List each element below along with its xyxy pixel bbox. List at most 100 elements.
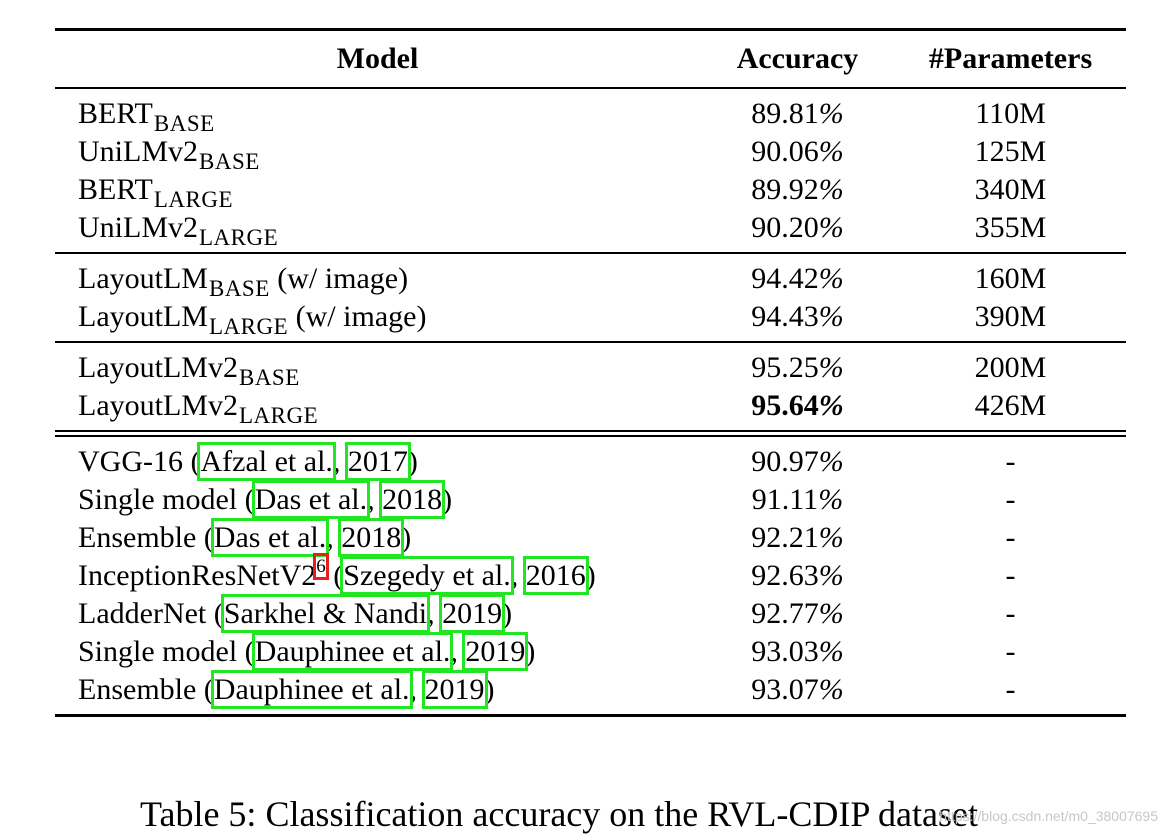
group-layoutlmv2: LayoutLMv2BASE 95.25% 200M LayoutLMv2LARGE 9… — [55, 343, 1126, 430]
params-cell: - — [1005, 445, 1016, 478]
header-model: Model — [336, 42, 419, 75]
model-name: LayoutLMv2 — [78, 351, 238, 384]
params-cell: 355M — [974, 211, 1047, 244]
table-row: LadderNet (Sarkhel & Nandi, 2019) 92.77% - — [55, 594, 1126, 633]
percent-sign: % — [818, 389, 844, 422]
model-size-subscript: BASE — [208, 276, 270, 301]
citation-author-link[interactable]: Afzal et al. — [197, 442, 336, 481]
model-cell: Single model (Dauphinee et al., 2019) — [55, 632, 700, 671]
citation-author-link[interactable]: Dauphinee et al. — [210, 670, 413, 709]
citation-separator: , — [409, 673, 425, 706]
model-name: BERT — [78, 97, 153, 130]
citation-author-link[interactable]: Das et al. — [251, 480, 371, 519]
model-cell: VGG-16 (Afzal et al., 2017) — [55, 442, 700, 481]
model-name: LayoutLM — [78, 300, 208, 333]
header-accuracy: Accuracy — [736, 42, 859, 75]
accuracy-cell: 95.64% — [700, 387, 895, 425]
table-row: BERTBASE 89.81% 110M — [55, 95, 1126, 136]
table-row: Ensemble (Dauphinee et al., 2019) 93.07% - — [55, 670, 1126, 709]
accuracy-cell: 93.07% — [700, 671, 895, 709]
model-cell: Ensemble (Dauphinee et al., 2019) — [55, 670, 700, 709]
close-paren: ) — [525, 635, 536, 668]
percent-sign: % — [818, 211, 844, 244]
header-params: #Parameters — [928, 42, 1093, 75]
percent-sign: % — [818, 300, 844, 333]
citation-separator: , — [367, 483, 383, 516]
table-row: Single model (Dauphinee et al., 2019) 93.… — [55, 632, 1126, 671]
open-paren: ( — [325, 559, 344, 592]
group-rule — [55, 252, 1126, 254]
accuracy-value: 93.07 — [751, 673, 819, 706]
footnote-marker[interactable]: 6 — [313, 553, 329, 580]
double-rule — [55, 430, 1126, 437]
model-cell: Single model (Das et al., 2018) — [55, 480, 700, 519]
model-cell: LayoutLMBASE (w/ image) — [55, 260, 700, 301]
results-table: Model Accuracy #Parameters BERTBASE 89.81… — [55, 28, 1126, 717]
citation-year-link[interactable]: 2019 — [462, 632, 529, 671]
close-paren: ) — [484, 673, 495, 706]
model-name: VGG-16 ( — [78, 445, 201, 478]
table-row: Ensemble (Das et al., 2018) 92.21% - — [55, 518, 1126, 557]
model-size-subscript: LARGE — [208, 314, 289, 339]
accuracy-value: 94.43 — [751, 300, 819, 333]
citation-year-link[interactable]: 2018 — [379, 480, 446, 519]
model-cell: UniLMv2BASE — [55, 133, 700, 174]
accuracy-value: 89.81 — [751, 97, 819, 130]
table-row: Single model (Das et al., 2018) 91.11% - — [55, 480, 1126, 519]
accuracy-cell: 90.97% — [700, 443, 895, 481]
close-paren: ) — [442, 483, 453, 516]
accuracy-value: 90.97 — [751, 445, 819, 478]
model-cell: BERTLARGE — [55, 171, 700, 212]
close-paren: ) — [585, 559, 596, 592]
accuracy-cell: 95.25% — [700, 349, 895, 387]
watermark: https://blog.csdn.net/m0_38007695 — [939, 808, 1158, 824]
percent-sign: % — [818, 262, 844, 295]
accuracy-cell: 94.43% — [700, 298, 895, 336]
accuracy-value: 94.42 — [751, 262, 819, 295]
table-caption: Table 5: Classification accuracy on the … — [140, 794, 979, 834]
percent-sign: % — [818, 135, 844, 168]
accuracy-value: 90.20 — [751, 211, 819, 244]
percent-sign: % — [818, 445, 844, 478]
model-size-subscript: BASE — [199, 149, 260, 174]
citation-author-link[interactable]: Sarkhel & Nandi — [220, 594, 431, 633]
params-cell: - — [1005, 559, 1016, 592]
citation-author-link[interactable]: Szegedy et al. — [340, 556, 514, 595]
model-size-subscript: LARGE — [199, 225, 279, 250]
close-paren: ) — [407, 445, 418, 478]
model-size-subscript: BASE — [153, 111, 215, 136]
citation-year-link[interactable]: 2017 — [344, 442, 411, 481]
accuracy-cell: 92.63% — [700, 557, 895, 595]
accuracy-value: 92.77 — [751, 597, 819, 630]
group-rule — [55, 341, 1126, 343]
params-cell: - — [1005, 673, 1016, 706]
close-paren: ) — [502, 597, 513, 630]
citation-year-link[interactable]: 2018 — [338, 518, 405, 557]
percent-sign: % — [818, 521, 844, 554]
model-cell: LayoutLMLARGE (w/ image) — [55, 298, 700, 339]
accuracy-value: 89.92 — [751, 173, 819, 206]
group-layoutlm: LayoutLMBASE (w/ image) 94.42% 160M LayoutL… — [55, 254, 1126, 341]
citation-separator: , — [450, 635, 466, 668]
accuracy-cell: 90.20% — [700, 209, 895, 247]
header-rule — [55, 87, 1126, 89]
citation-author-link[interactable]: Das et al. — [210, 518, 330, 557]
accuracy-value: 93.03 — [751, 635, 819, 668]
accuracy-cell: 91.11% — [700, 481, 895, 519]
params-cell: 426M — [974, 389, 1047, 422]
model-cell: InceptionResNetV26 (Szegedy et al., 2016… — [55, 553, 700, 599]
accuracy-value: 90.06 — [751, 135, 819, 168]
citation-year-link[interactable]: 2019 — [421, 670, 488, 709]
citation-author-link[interactable]: Dauphinee et al. — [251, 632, 454, 671]
model-size-subscript: LARGE — [153, 187, 234, 212]
model-name: UniLMv2 — [78, 135, 198, 168]
model-name: BERT — [78, 173, 153, 206]
model-note: (w/ image) — [288, 300, 427, 333]
table-row: UniLMv2BASE 90.06% 125M — [55, 133, 1126, 174]
accuracy-value: 92.63 — [751, 559, 819, 592]
citation-year-link[interactable]: 2016 — [522, 556, 589, 595]
citation-year-link[interactable]: 2019 — [439, 594, 506, 633]
params-cell: 125M — [974, 135, 1047, 168]
citation-separator: , — [510, 559, 526, 592]
group-image-models: VGG-16 (Afzal et al., 2017) 90.97% - Single… — [55, 437, 1126, 714]
